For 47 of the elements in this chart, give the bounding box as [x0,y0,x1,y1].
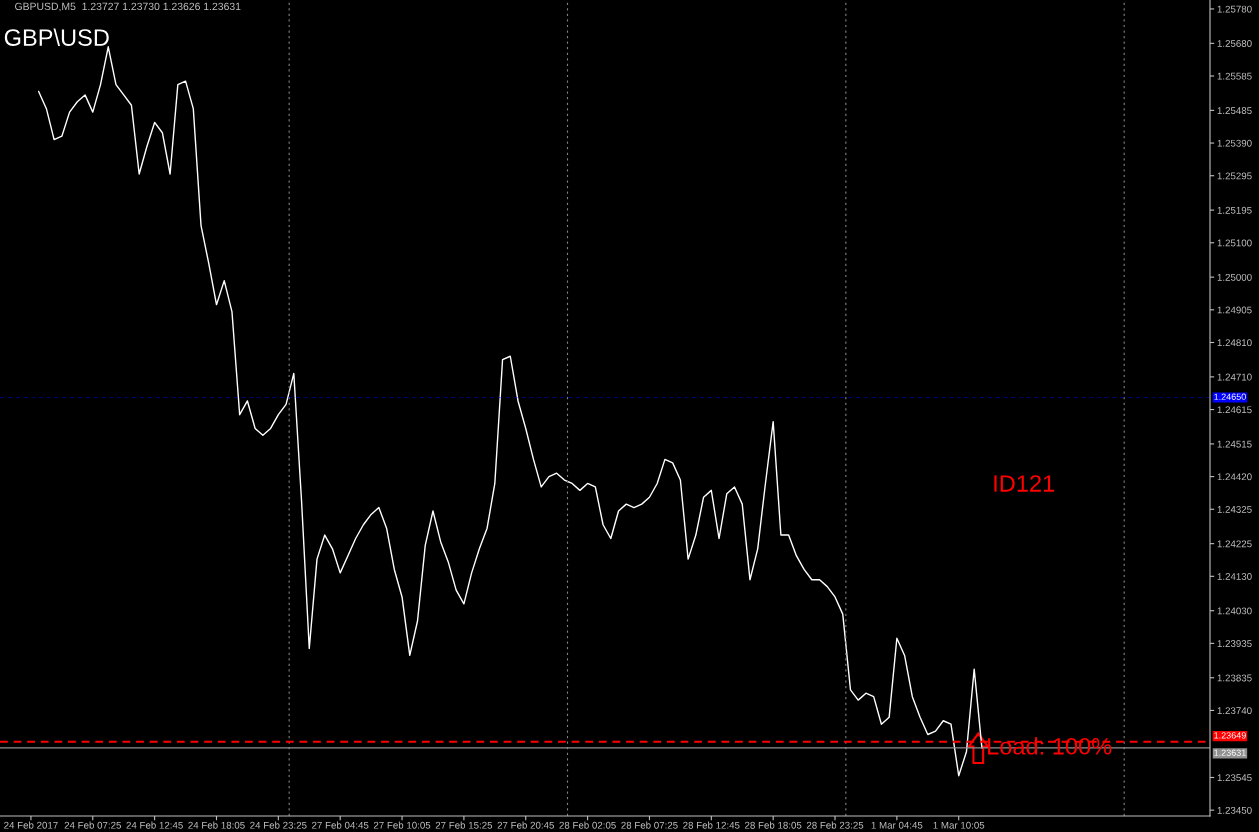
y-tick-label: 1.24130 [1217,573,1252,580]
x-tick-label: 24 Feb 2017 [4,821,58,829]
y-tick-label: 1.24515 [1217,440,1252,448]
y-tick-label: 1.25390 [1217,139,1252,147]
y-tick-label: 1.24325 [1217,506,1252,513]
x-tick-label: 24 Feb 18:05 [188,821,245,829]
x-tick-label: 1 Mar 10:05 [933,821,985,829]
annotation: ID121 [994,475,1055,492]
x-tick-label: 27 Feb 04:45 [312,821,369,829]
y-tick-label: 1.25485 [1217,107,1252,114]
x-tick-label: 27 Feb 20:45 [497,821,554,829]
x-tick-label: 28 Feb 18:05 [745,821,802,829]
y-tick-label: 1.24030 [1217,607,1252,615]
y-tick-label: 1.25000 [1217,273,1252,281]
ref-line-label: 1.23649 [1214,732,1246,739]
x-tick-label: 28 Feb 12:45 [683,821,740,829]
ref-line-label: 1.23631 [1214,749,1246,756]
y-tick-label: 1.24905 [1217,306,1252,314]
y-tick-label: 1.24225 [1217,540,1252,548]
y-tick-label: 1.24420 [1217,473,1252,481]
x-tick-label: 27 Feb 10:05 [373,821,431,829]
y-tick-label: 1.23450 [1217,806,1252,814]
y-tick-label: 1.24615 [1217,406,1252,414]
y-tick-label: 1.25585 [1217,72,1252,80]
annotation: Load: 100% [988,737,1112,755]
x-tick-label: 24 Feb 23:25 [250,821,307,829]
x-tick-label: 24 Feb 12:45 [126,821,183,829]
y-tick-label: 1.25195 [1217,206,1252,214]
y-tick-label: 1.25100 [1217,239,1252,247]
text: GBP\USD [4,28,109,46]
x-tick-label: 27 Feb 15:25 [435,821,493,829]
y-tick-label: 1.25780 [1217,5,1252,13]
x-tick-label: 24 Feb 07:25 [64,821,122,829]
y-tick-label: 1.23935 [1217,640,1252,647]
y-tick-label: 1.23545 [1217,774,1252,782]
x-tick-label: 28 Feb 07:25 [621,821,678,829]
x-tick-label: 28 Feb 02:05 [559,821,616,829]
chart-title: GBPUSD,M5 1.23727 1.23730 1.23626 1.23631 [15,2,241,12]
y-tick-label: 1.23835 [1217,674,1252,682]
y-tick-label: 1.24710 [1217,373,1252,381]
y-tick-label: 1.23740 [1217,707,1252,715]
y-tick-label: 1.25295 [1217,172,1252,180]
ref-line-label: 1.24650 [1214,393,1246,400]
y-tick-label: 1.25680 [1217,40,1252,47]
y-tick-label: 1.24810 [1217,339,1252,347]
x-tick-label: 28 Feb 23:25 [806,821,864,829]
x-tick-label: 1 Mar 04:45 [871,821,923,829]
